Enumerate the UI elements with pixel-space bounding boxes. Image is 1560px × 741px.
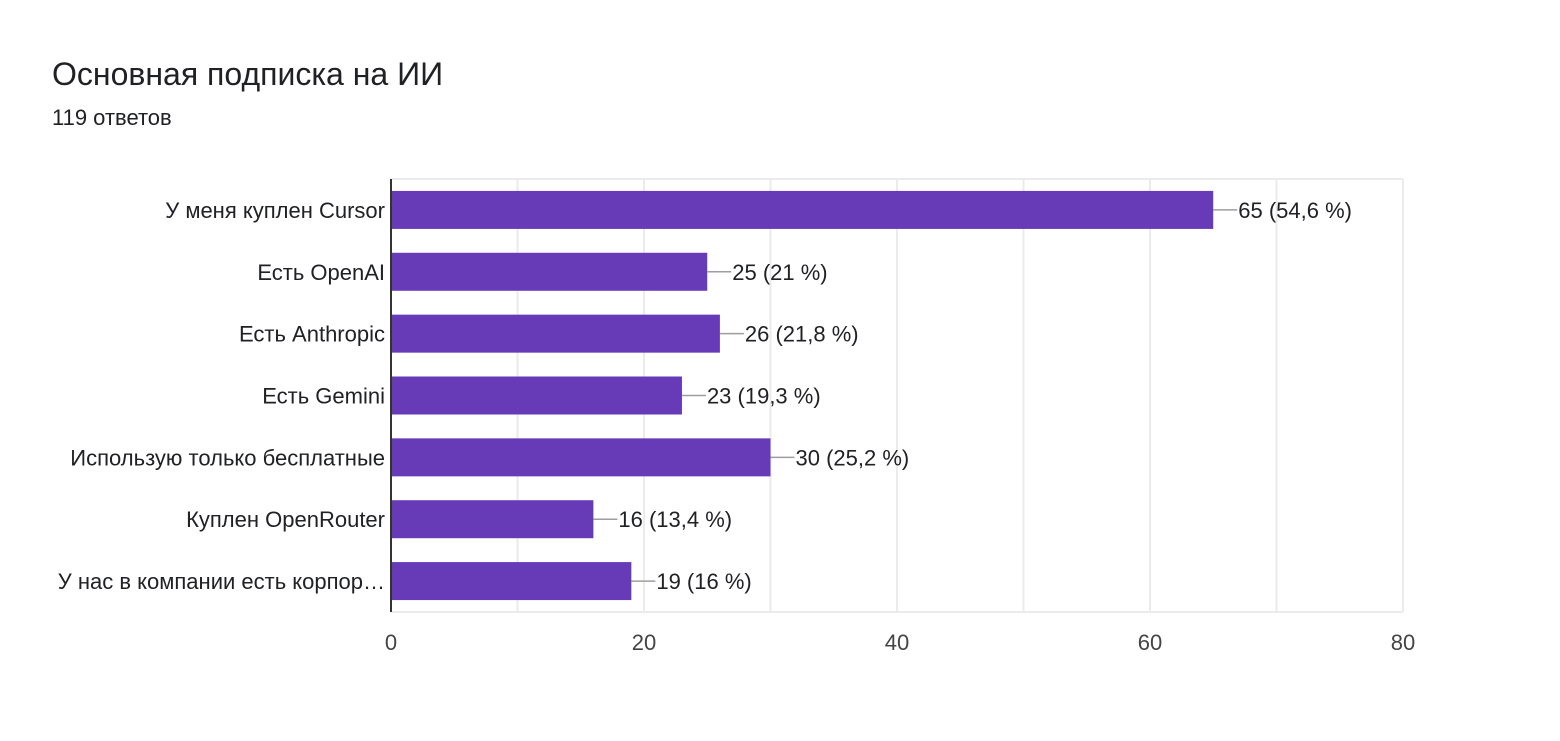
category-label: Куплен OpenRouter xyxy=(186,507,385,532)
value-label: 30 (25,2 %) xyxy=(796,445,910,470)
value-label: 19 (16 %) xyxy=(656,569,751,594)
category-label: Есть Gemini xyxy=(262,384,385,409)
value-label: 65 (54,6 %) xyxy=(1238,198,1352,223)
value-label: 26 (21,8 %) xyxy=(745,322,859,347)
bar[interactable] xyxy=(391,438,771,477)
bar[interactable] xyxy=(391,376,682,415)
axes: 0 20 40 60 80 xyxy=(385,179,1415,655)
x-tick-label: 40 xyxy=(885,630,909,655)
bar[interactable] xyxy=(391,252,708,291)
labels: 65 (54,6 %) У меня куплен Cursor 25 (21 %)… xyxy=(58,198,1352,594)
x-tick-label: 80 xyxy=(1391,630,1415,655)
bars xyxy=(391,190,1214,601)
category-label: Есть OpenAI xyxy=(257,260,385,285)
x-tick-label: 60 xyxy=(1138,630,1162,655)
grid-lines xyxy=(390,178,1404,613)
value-label: 25 (21 %) xyxy=(732,260,827,285)
value-label: 16 (13,4 %) xyxy=(618,507,732,532)
chart-title: Основная подписка на ИИ xyxy=(52,56,444,92)
bar[interactable] xyxy=(391,190,1214,229)
bar[interactable] xyxy=(391,500,594,539)
x-tick-label: 20 xyxy=(632,630,656,655)
value-label: 23 (19,3 %) xyxy=(707,384,821,409)
response-count: 119 ответов xyxy=(52,105,172,130)
bar[interactable] xyxy=(391,562,632,601)
category-label: Есть Anthropic xyxy=(239,322,385,347)
bar[interactable] xyxy=(391,314,720,353)
category-label: У нас в компании есть корпор… xyxy=(58,569,385,594)
x-tick-label: 0 xyxy=(385,630,397,655)
category-label: Использую только бесплатные xyxy=(70,445,385,470)
category-label: У меня куплен Cursor xyxy=(165,198,385,223)
